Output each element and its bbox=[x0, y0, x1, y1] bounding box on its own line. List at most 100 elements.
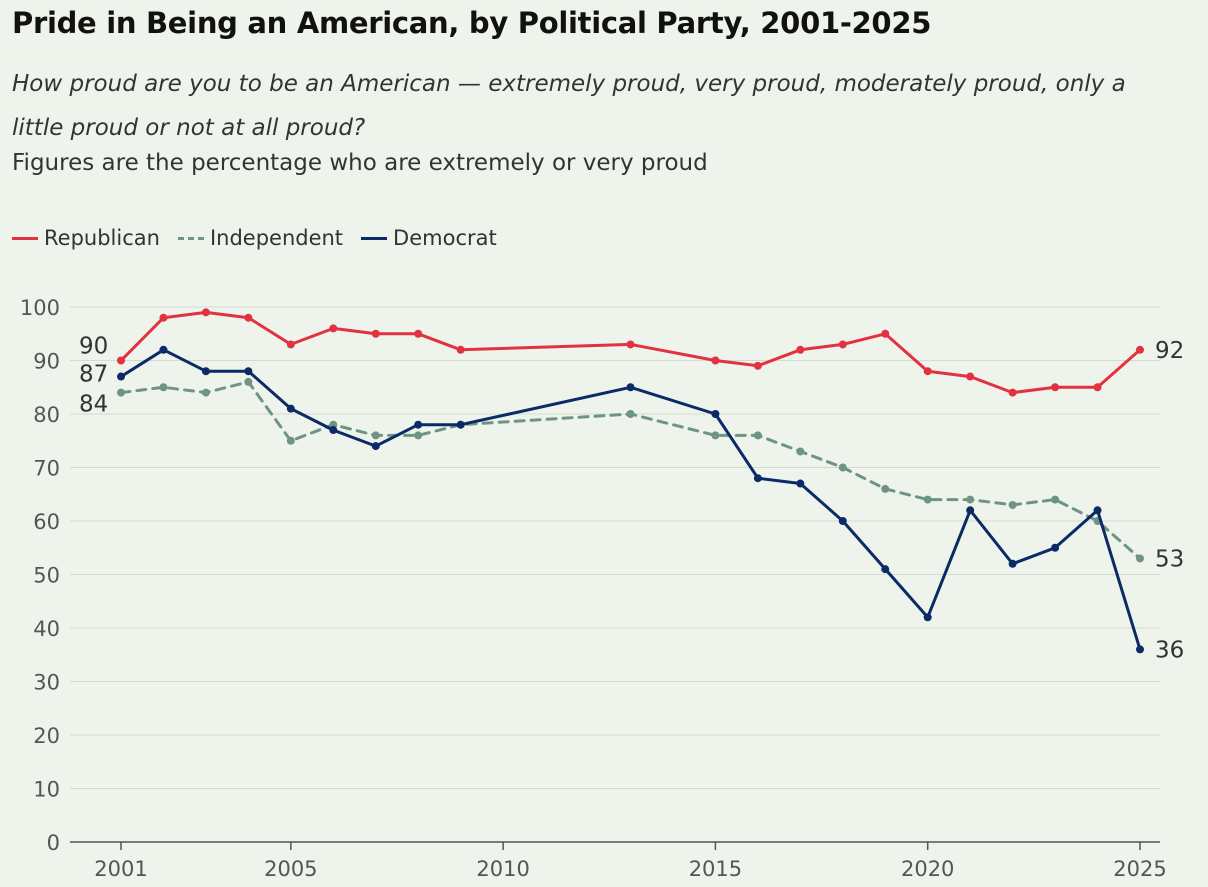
legend-swatch-republican bbox=[12, 236, 38, 240]
data-point-independent bbox=[159, 383, 168, 392]
data-point-independent bbox=[923, 495, 932, 504]
y-tick-label: 30 bbox=[33, 671, 60, 695]
data-point-independent bbox=[414, 431, 423, 440]
data-point-democrat bbox=[1008, 559, 1017, 568]
series-line-republican bbox=[119, 310, 1142, 395]
legend-item-independent: Independent bbox=[177, 226, 344, 250]
data-point-independent bbox=[1136, 554, 1144, 563]
data-point-democrat bbox=[201, 367, 210, 376]
data-point-republican bbox=[1051, 383, 1060, 392]
y-tick-label: 50 bbox=[33, 564, 60, 588]
chart-note: Figures are the percentage who are extre… bbox=[12, 150, 708, 176]
y-tick-label: 0 bbox=[47, 831, 60, 855]
start-label-independent: 84 bbox=[79, 392, 108, 418]
legend-item-republican: Republican bbox=[12, 226, 160, 250]
x-tick-label: 2025 bbox=[1113, 857, 1166, 881]
legend-swatch-democrat bbox=[361, 236, 388, 240]
data-point-independent bbox=[117, 388, 125, 397]
data-point-republican bbox=[1093, 383, 1102, 392]
y-tick-label: 40 bbox=[33, 617, 60, 641]
legend: Republican Independent Democrat bbox=[12, 226, 515, 250]
end-label-independent: 53 bbox=[1155, 546, 1184, 572]
data-point-republican bbox=[796, 345, 805, 354]
legend-label-democrat: Democrat bbox=[393, 226, 497, 250]
data-point-independent bbox=[286, 436, 295, 445]
x-tick-label: 2020 bbox=[901, 857, 954, 881]
data-point-republican bbox=[753, 361, 762, 370]
data-point-independent bbox=[966, 495, 975, 504]
data-point-republican bbox=[286, 340, 295, 349]
x-tick-label: 2005 bbox=[264, 857, 317, 881]
data-point-republican bbox=[329, 324, 338, 333]
end-label-democrat: 36 bbox=[1155, 637, 1184, 663]
x-tick-label: 2001 bbox=[94, 857, 147, 881]
data-point-democrat bbox=[711, 410, 720, 418]
data-point-republican bbox=[201, 308, 210, 317]
y-tick-label: 10 bbox=[33, 778, 60, 802]
end-label-republican: 92 bbox=[1155, 338, 1184, 364]
data-point-democrat bbox=[923, 613, 932, 622]
data-point-republican bbox=[456, 345, 465, 354]
data-point-republican bbox=[244, 313, 253, 322]
data-point-republican bbox=[1008, 388, 1017, 397]
data-point-democrat bbox=[1136, 645, 1144, 654]
data-point-republican bbox=[117, 356, 125, 365]
data-point-independent bbox=[201, 388, 210, 397]
data-point-independent bbox=[371, 431, 380, 440]
x-tick-label: 2015 bbox=[689, 857, 742, 881]
data-point-republican bbox=[626, 340, 635, 349]
start-label-democrat: 87 bbox=[79, 362, 108, 388]
data-point-democrat bbox=[117, 372, 125, 381]
data-point-republican bbox=[711, 356, 720, 365]
chart-question: How proud are you to be an American — ex… bbox=[12, 71, 1126, 141]
data-point-republican bbox=[838, 340, 847, 349]
y-tick-label: 70 bbox=[33, 457, 60, 481]
data-point-democrat bbox=[414, 420, 423, 429]
data-point-republican bbox=[923, 367, 932, 376]
data-point-independent bbox=[1051, 495, 1060, 504]
series-line-independent bbox=[119, 380, 1142, 560]
data-point-republican bbox=[159, 313, 168, 322]
legend-label-republican: Republican bbox=[44, 226, 160, 250]
legend-swatch-independent bbox=[177, 236, 204, 240]
data-point-republican bbox=[414, 329, 423, 338]
data-point-independent bbox=[244, 377, 253, 386]
data-point-democrat bbox=[838, 517, 847, 525]
data-point-democrat bbox=[753, 474, 762, 483]
y-tick-label: 80 bbox=[33, 403, 60, 427]
y-tick-label: 60 bbox=[33, 510, 60, 534]
data-point-independent bbox=[711, 431, 720, 440]
data-point-independent bbox=[881, 484, 890, 493]
start-label-republican: 90 bbox=[79, 334, 108, 360]
data-point-democrat bbox=[159, 345, 168, 354]
legend-label-independent: Independent bbox=[209, 226, 344, 250]
data-point-democrat bbox=[796, 479, 805, 488]
x-tick-label: 2010 bbox=[476, 857, 529, 881]
data-point-republican bbox=[881, 329, 890, 338]
data-point-democrat bbox=[244, 367, 253, 376]
y-tick-label: 20 bbox=[33, 724, 60, 748]
data-point-democrat bbox=[286, 404, 295, 413]
data-point-democrat bbox=[456, 420, 465, 429]
data-point-democrat bbox=[881, 565, 890, 574]
data-point-democrat bbox=[329, 426, 338, 435]
data-point-democrat bbox=[966, 506, 975, 515]
series-line-democrat bbox=[119, 348, 1142, 651]
data-point-republican bbox=[371, 329, 380, 338]
y-tick-label: 100 bbox=[20, 296, 60, 320]
data-point-democrat bbox=[1093, 506, 1102, 515]
data-point-republican bbox=[966, 372, 975, 381]
chart-title: Pride in Being an American, by Political… bbox=[12, 6, 932, 40]
data-point-republican bbox=[1136, 345, 1144, 354]
data-point-independent bbox=[753, 431, 762, 440]
data-point-independent bbox=[838, 463, 847, 472]
data-point-independent bbox=[1008, 500, 1017, 509]
data-point-democrat bbox=[1051, 543, 1060, 552]
data-point-democrat bbox=[626, 383, 635, 392]
data-point-independent bbox=[796, 447, 805, 456]
legend-item-democrat: Democrat bbox=[361, 226, 497, 250]
data-point-independent bbox=[626, 410, 635, 418]
data-point-democrat bbox=[371, 442, 380, 451]
y-tick-label: 90 bbox=[33, 350, 60, 374]
